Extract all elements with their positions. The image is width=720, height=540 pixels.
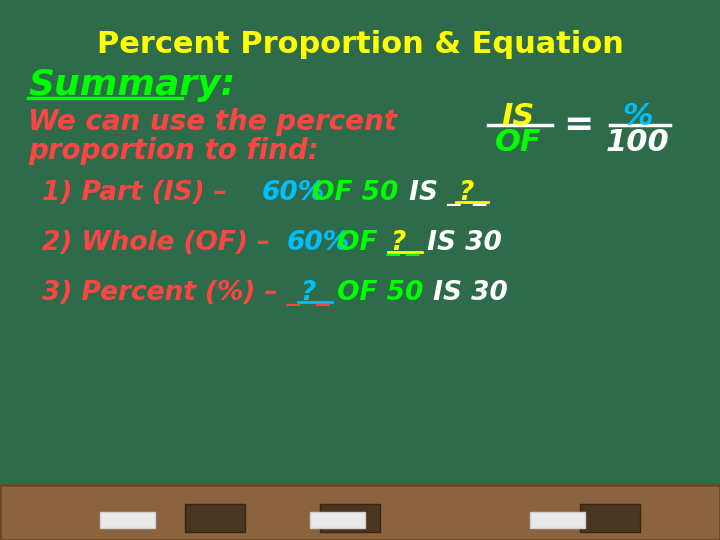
- Text: IS 30: IS 30: [424, 280, 508, 306]
- FancyBboxPatch shape: [0, 40, 720, 500]
- Text: _: _: [315, 280, 328, 306]
- Text: IS _: IS _: [400, 180, 460, 206]
- Text: 3) Percent (%) – _: 3) Percent (%) – _: [42, 280, 300, 306]
- Text: ?: ?: [300, 280, 315, 306]
- Bar: [320, 504, 380, 532]
- Text: OF _: OF _: [328, 230, 400, 256]
- Text: Percent Proportion & Equation: Percent Proportion & Equation: [96, 30, 624, 59]
- Text: %: %: [623, 102, 653, 131]
- Text: OF 50: OF 50: [328, 280, 423, 306]
- Text: =: =: [563, 108, 593, 142]
- Bar: [580, 504, 640, 532]
- Bar: [185, 504, 245, 532]
- Text: ?: ?: [458, 180, 473, 206]
- Text: ?: ?: [390, 230, 405, 256]
- Text: IS: IS: [501, 102, 535, 131]
- Text: proportion to find:: proportion to find:: [28, 137, 319, 165]
- Bar: [530, 512, 585, 528]
- Text: IS 30: IS 30: [418, 230, 502, 256]
- Text: 60%: 60%: [262, 180, 325, 206]
- Text: 60%: 60%: [287, 230, 350, 256]
- Text: 100: 100: [606, 128, 670, 157]
- Text: OF: OF: [495, 128, 541, 157]
- Text: 1) Part (IS) –: 1) Part (IS) –: [42, 180, 236, 206]
- Text: Summary:: Summary:: [28, 68, 235, 102]
- Text: _: _: [405, 230, 418, 256]
- Bar: [100, 512, 155, 528]
- Text: 2) Whole (OF) –: 2) Whole (OF) –: [42, 230, 279, 256]
- Text: We can use the percent: We can use the percent: [28, 108, 397, 136]
- Bar: [0, 485, 720, 540]
- Text: _: _: [472, 180, 485, 206]
- Bar: [310, 512, 365, 528]
- Text: OF 50: OF 50: [303, 180, 398, 206]
